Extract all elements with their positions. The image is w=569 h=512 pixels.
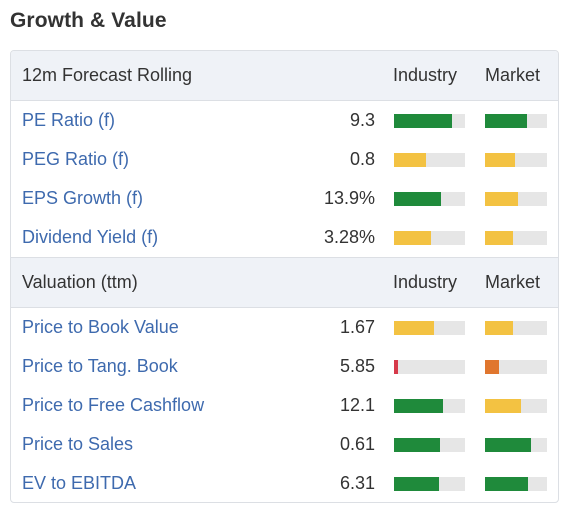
market-bar xyxy=(485,438,547,452)
industry-bar-fill xyxy=(394,192,441,206)
industry-bar-fill xyxy=(394,321,434,335)
market-column-header: Market xyxy=(485,272,541,292)
growth-value-card: 12m Forecast Rolling Industry Market PE … xyxy=(10,50,559,503)
metric-value: 6.31 xyxy=(339,473,375,493)
metric-value: 0.61 xyxy=(339,434,375,454)
metric-row-eps-growth: EPS Growth (f) 13.9% xyxy=(11,179,558,218)
market-bar-fill xyxy=(485,477,528,491)
market-bar-fill xyxy=(485,438,531,452)
market-bar-fill xyxy=(485,192,518,206)
metric-link-dividend-yield[interactable]: Dividend Yield (f) xyxy=(22,227,159,247)
metric-row-price-to-tang-book: Price to Tang. Book 5.85 xyxy=(11,347,558,386)
section-title: Valuation (ttm) xyxy=(22,272,138,292)
market-bar xyxy=(485,399,547,413)
industry-bar xyxy=(394,231,465,245)
section-title: 12m Forecast Rolling xyxy=(22,65,193,85)
industry-bar xyxy=(394,477,465,491)
metric-link-ev-to-ebitda[interactable]: EV to EBITDA xyxy=(22,473,137,493)
metric-row-ev-to-ebitda: EV to EBITDA 6.31 xyxy=(11,464,558,502)
industry-bar-fill xyxy=(394,399,443,413)
market-bar xyxy=(485,114,547,128)
industry-bar-fill xyxy=(394,231,431,245)
industry-bar-fill xyxy=(394,360,399,374)
metric-link-price-to-free-cashflow[interactable]: Price to Free Cashflow xyxy=(22,395,205,415)
market-bar-fill xyxy=(485,321,513,335)
market-bar-fill xyxy=(485,360,500,374)
forecast-rows: PE Ratio (f) 9.3 PEG Ratio (f) 0.8 EPS G… xyxy=(11,101,558,257)
metric-link-peg-ratio[interactable]: PEG Ratio (f) xyxy=(22,149,130,169)
metric-link-eps-growth[interactable]: EPS Growth (f) xyxy=(22,188,144,208)
industry-bar-fill xyxy=(394,477,439,491)
page-title: Growth & Value xyxy=(10,9,167,32)
metric-value: 0.8 xyxy=(349,149,375,169)
industry-bar xyxy=(394,153,465,167)
metric-row-price-to-sales: Price to Sales 0.61 xyxy=(11,425,558,464)
industry-bar-fill xyxy=(394,153,426,167)
metric-link-pe-ratio[interactable]: PE Ratio (f) xyxy=(22,110,116,130)
metric-value: 12.1 xyxy=(339,395,375,415)
metric-link-price-to-sales[interactable]: Price to Sales xyxy=(22,434,134,454)
metric-row-peg-ratio: PEG Ratio (f) 0.8 xyxy=(11,140,558,179)
market-bar xyxy=(485,321,547,335)
metric-value: 5.85 xyxy=(339,356,375,376)
industry-bar xyxy=(394,360,465,374)
market-bar-fill xyxy=(485,231,513,245)
market-bar xyxy=(485,360,547,374)
valuation-rows: Price to Book Value 1.67 Price to Tang. … xyxy=(11,308,558,502)
market-bar xyxy=(485,477,547,491)
industry-bar xyxy=(394,321,465,335)
industry-bar-fill xyxy=(394,438,441,452)
market-bar-fill xyxy=(485,153,516,167)
industry-bar xyxy=(394,399,465,413)
industry-bar xyxy=(394,114,465,128)
section-header-valuation: Valuation (ttm) Industry Market xyxy=(11,257,558,308)
market-bar-fill xyxy=(485,399,521,413)
metric-row-pe-ratio: PE Ratio (f) 9.3 xyxy=(11,101,558,140)
metric-row-price-to-free-cashflow: Price to Free Cashflow 12.1 xyxy=(11,386,558,425)
metric-value: 13.9% xyxy=(323,188,375,208)
metric-link-price-to-book[interactable]: Price to Book Value xyxy=(22,317,179,337)
industry-column-header: Industry xyxy=(393,272,458,292)
metric-value: 9.3 xyxy=(349,110,375,130)
metric-row-price-to-book: Price to Book Value 1.67 xyxy=(11,308,558,347)
metric-row-dividend-yield: Dividend Yield (f) 3.28% xyxy=(11,218,558,257)
metric-value: 3.28% xyxy=(323,227,375,247)
industry-bar xyxy=(394,438,465,452)
market-bar-fill xyxy=(485,114,528,128)
market-column-header: Market xyxy=(485,65,541,85)
market-bar xyxy=(485,153,547,167)
section-header-forecast: 12m Forecast Rolling Industry Market xyxy=(11,51,558,101)
industry-column-header: Industry xyxy=(393,65,458,85)
industry-bar xyxy=(394,192,465,206)
market-bar xyxy=(485,192,547,206)
metric-link-price-to-tang-book[interactable]: Price to Tang. Book xyxy=(22,356,178,376)
industry-bar-fill xyxy=(394,114,453,128)
market-bar xyxy=(485,231,547,245)
metric-value: 1.67 xyxy=(339,317,375,337)
